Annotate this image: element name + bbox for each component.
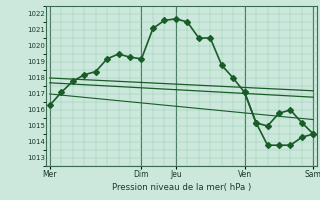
X-axis label: Pression niveau de la mer( hPa ): Pression niveau de la mer( hPa ) xyxy=(112,183,251,192)
